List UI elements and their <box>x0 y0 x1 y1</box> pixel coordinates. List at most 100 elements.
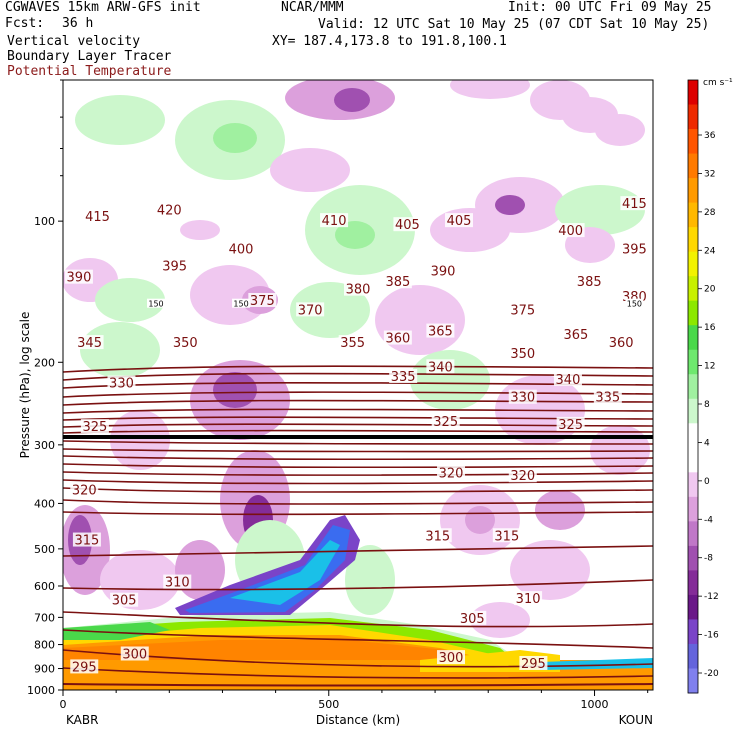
theta-label-bg <box>160 258 189 273</box>
theta-label: 325 <box>82 420 107 435</box>
theta-label: 315 <box>75 534 100 549</box>
colorbar-swatch <box>688 594 698 620</box>
theta-label: 340 <box>556 373 581 388</box>
theta-label: 310 <box>165 576 190 591</box>
y-tick-label: 800 <box>34 639 55 652</box>
theta-label-bg <box>492 528 521 543</box>
theta-label-bg <box>620 241 649 256</box>
y-axis: 100 200 300 400 500 600 700 800 900 1000 <box>27 79 63 697</box>
colorbar-unit: cm s⁻¹ <box>703 78 733 88</box>
colorbar-swatch <box>688 374 698 400</box>
theta-label-bg <box>426 359 455 374</box>
colorbar-swatch <box>688 570 698 596</box>
y-tick-label: 200 <box>34 356 55 369</box>
colorbar-swatch <box>688 178 698 204</box>
forecast-label: Fcst: <box>5 16 45 31</box>
field-boundary-layer-tracer: Boundary Layer Tracer <box>7 49 172 64</box>
theta-label: 405 <box>395 218 420 233</box>
theta-label: 385 <box>577 275 602 290</box>
theta-label-bg <box>508 468 537 483</box>
colorbar-swatch <box>688 423 698 449</box>
theta-label: 330 <box>109 377 134 392</box>
theta-label-bg <box>553 371 582 386</box>
colorbar-tick-label: 32 <box>704 169 715 179</box>
theta-label-bg <box>70 659 99 674</box>
theta-label: 295 <box>72 660 97 675</box>
y-tick-label: 300 <box>34 439 55 452</box>
theta-label: 325 <box>558 418 583 433</box>
colorbar-swatch <box>688 300 698 326</box>
theta-label-bg <box>508 345 537 360</box>
x-tick-label: 0 <box>60 698 67 711</box>
colorbar-tick-label: 0 <box>704 477 710 487</box>
colorbar-swatch <box>688 129 698 155</box>
colorbar-tick-label: 24 <box>704 246 716 256</box>
theta-label: 385 <box>385 275 410 290</box>
theta-label-bg <box>575 274 604 289</box>
theta-label: 400 <box>229 243 254 258</box>
field-vertical-velocity: Vertical velocity <box>7 34 141 49</box>
theta-label-bg <box>383 274 412 289</box>
theta-label-bg <box>155 202 184 217</box>
cross-section-endpoints: XY= 187.4,173.8 to 191.8,100.1 <box>272 34 507 49</box>
theta-label: 415 <box>622 197 647 212</box>
theta-label: 335 <box>595 391 620 406</box>
colorbar-swatch <box>688 251 698 277</box>
forecast-hours: 36 h <box>62 16 94 31</box>
theta-label-bg <box>83 209 112 224</box>
theta-label: 400 <box>558 224 583 239</box>
theta-label-bg <box>426 323 455 338</box>
theta-label: 360 <box>609 336 634 351</box>
y-axis-label: Pressure (hPa), log scale <box>18 312 32 459</box>
theta-label: 370 <box>298 303 323 318</box>
theta-label: 365 <box>564 328 589 343</box>
y-tick-label: 500 <box>34 543 55 556</box>
theta-label-bg <box>163 574 192 589</box>
colorbar-swatch <box>688 447 698 473</box>
theta-label-bg <box>344 281 372 296</box>
theta-label: 415 <box>85 210 110 225</box>
y-tick-label: 700 <box>34 611 55 624</box>
theta-label: 320 <box>510 469 535 484</box>
theta-label: 305 <box>460 612 485 627</box>
tracer-label-bg <box>147 298 166 308</box>
colorbar-swatch <box>688 153 698 179</box>
theta-label-bg <box>64 269 93 284</box>
station-right: KOUN <box>619 713 653 727</box>
theta-label: 420 <box>157 204 182 219</box>
tracer-label-bg <box>232 298 251 308</box>
colorbar-swatch <box>688 398 698 424</box>
theta-label: 395 <box>622 243 647 258</box>
colorbar-swatch <box>688 521 698 547</box>
theta-label-bg <box>120 646 149 661</box>
theta-label-bg <box>80 419 109 434</box>
theta-label: 350 <box>173 336 198 351</box>
tracer-label-bg <box>625 298 644 308</box>
theta-label-bg <box>561 327 590 342</box>
theta-label: 410 <box>322 214 347 229</box>
plot-frame <box>62 79 654 691</box>
theta-label-bg <box>389 369 418 384</box>
theta-label-bg <box>107 375 136 390</box>
colorbar-swatch <box>688 619 698 645</box>
theta-label: 395 <box>162 260 187 275</box>
theta-label-bg <box>437 465 466 480</box>
theta-label-bg <box>423 528 452 543</box>
x-axis-label: Distance (km) <box>316 713 400 727</box>
theta-label-bg <box>338 335 367 350</box>
theta-label: 340 <box>428 360 453 375</box>
colorbar-tick-label: 36 <box>704 131 716 141</box>
colorbar-tick-label: 4 <box>704 438 710 448</box>
theta-label: 350 <box>510 347 535 362</box>
y-tick-label: 100 <box>34 215 55 228</box>
organization: NCAR/MMM <box>281 0 344 15</box>
colorbar-tick-label: -12 <box>704 592 719 602</box>
colorbar-tick-label: -8 <box>704 554 713 564</box>
theta-label: 315 <box>425 529 450 544</box>
theta-label: 300 <box>122 647 147 662</box>
station-left: KABR <box>66 713 98 727</box>
tracer-label-layer: 150 150 150 <box>147 298 644 309</box>
colorbar-tick-label: 28 <box>704 208 716 218</box>
theta-label-layer: 415 420 410 405 405 400 415 395 400 390 395 390 385 3… <box>64 196 649 675</box>
